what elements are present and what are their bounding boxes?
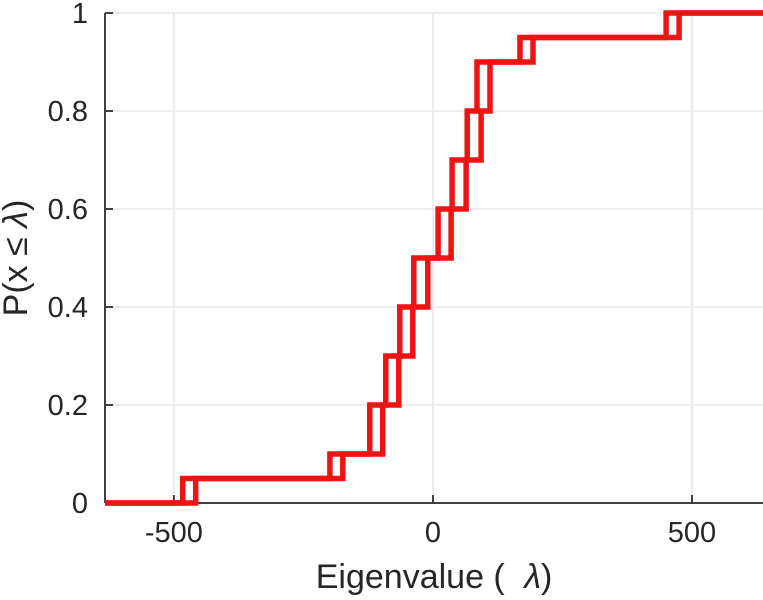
lambda-symbol: λ [522,558,541,596]
x-axis-label-text: Eigenvalue ( [316,558,514,596]
x-axis-label: Eigenvalue ( λ) [316,558,553,596]
y-axis-label-text: P(x ≤ [0,228,35,317]
y-tick-label-0.8: 0.8 [48,96,88,128]
ecdf-staircase-secondary [105,10,763,506]
y-tick-label-0.4: 0.4 [48,292,88,324]
y-axis-label-close: ) [0,200,35,211]
series-layer [105,10,763,506]
x-tick-label-500: 500 [668,517,716,549]
y-tick-label-1: 1 [72,0,88,30]
y-tick-label-0: 0 [72,488,88,520]
x-tick-label--500: -500 [145,517,203,549]
y-tick-label-0.6: 0.6 [48,194,88,226]
lambda-symbol: λ [0,211,35,230]
y-tick-label-0.2: 0.2 [48,390,88,422]
grid-layer [105,12,763,503]
axes-layer: -500 0 500 0 0.2 0.4 0.6 0.8 1 [48,0,763,549]
x-tick-label-0: 0 [425,517,441,549]
y-axis-label: P(x ≤ λ) [0,200,35,317]
x-axis-label-close: ) [541,558,552,596]
